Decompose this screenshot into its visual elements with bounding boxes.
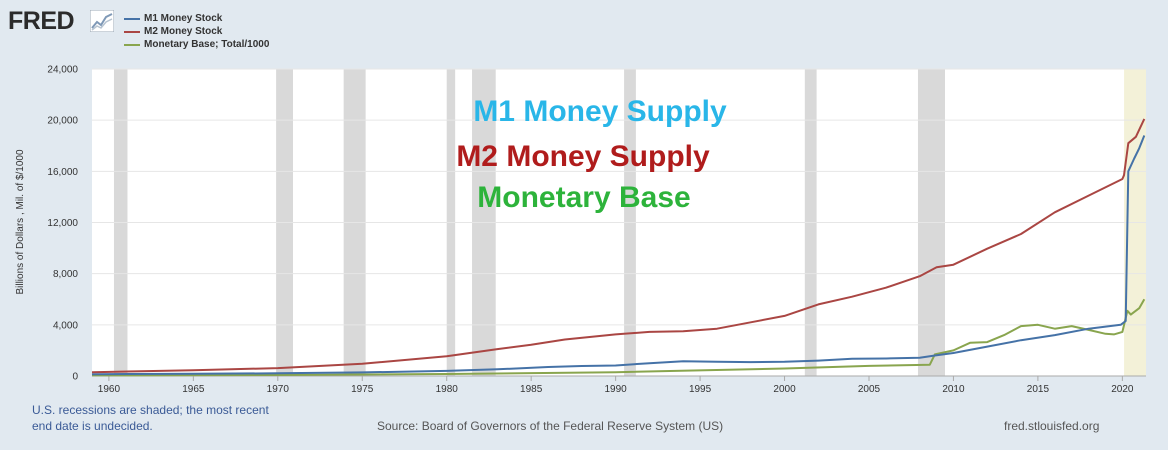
series-line-m2 bbox=[91, 118, 1146, 374]
legend-swatch-m1 bbox=[124, 18, 140, 20]
y-tick-label: 20,000 bbox=[47, 116, 78, 127]
sparkline-icon bbox=[90, 10, 114, 32]
series-line-m1 bbox=[91, 135, 1146, 376]
y-tick-label: 24,000 bbox=[47, 65, 78, 76]
y-tick-label: 0 bbox=[72, 372, 78, 383]
series-lines bbox=[91, 118, 1146, 377]
x-tick-label: 2015 bbox=[1027, 384, 1050, 395]
x-tick-label: 1985 bbox=[520, 384, 543, 395]
site-link[interactable]: fred.stlouisfed.org bbox=[1004, 419, 1100, 433]
x-tick-label: 2005 bbox=[858, 384, 881, 395]
x-tick-label: 2010 bbox=[942, 384, 965, 395]
legend-swatch-base bbox=[124, 44, 140, 46]
x-tick-label: 1975 bbox=[351, 384, 374, 395]
y-axis-ticks: 0 4,000 8,000 12,000 16,000 20,000 24,000 bbox=[47, 65, 78, 383]
y-tick-label: 4,000 bbox=[53, 320, 78, 331]
x-tick-label: 1965 bbox=[182, 384, 205, 395]
y-tick-label: 8,000 bbox=[53, 269, 78, 280]
x-axis-ticks: 1960 1965 1970 1975 1980 1985 1990 1995 2000 2005… bbox=[98, 376, 1134, 395]
legend-item-m2[interactable]: M2 Money Stock bbox=[124, 25, 269, 38]
x-tick-label: 1960 bbox=[98, 384, 121, 395]
x-tick-label: 1980 bbox=[436, 384, 459, 395]
series-line-base bbox=[91, 298, 1146, 377]
x-tick-label: 2020 bbox=[1111, 384, 1134, 395]
recession-footnote: U.S. recessions are shaded; the most rec… bbox=[32, 402, 332, 434]
legend-item-m1[interactable]: M1 Money Stock bbox=[124, 12, 269, 25]
legend-swatch-m2 bbox=[124, 31, 140, 33]
x-tick-label: 1995 bbox=[689, 384, 712, 395]
legend-item-base[interactable]: Monetary Base; Total/1000 bbox=[124, 38, 269, 51]
logo-text: FRED bbox=[8, 7, 75, 35]
chart-legend: M1 Money Stock M2 Money Stock Monetary B… bbox=[124, 12, 269, 51]
legend-label-m1: M1 Money Stock bbox=[144, 13, 223, 24]
legend-label-m2: M2 Money Stock bbox=[144, 26, 223, 37]
annotation-m2: M2 Money Supply bbox=[456, 140, 710, 173]
y-tick-label: 12,000 bbox=[47, 218, 78, 229]
legend-label-base: Monetary Base; Total/1000 bbox=[144, 39, 270, 50]
x-tick-label: 1990 bbox=[604, 384, 627, 395]
y-axis-label: Billions of Dollars , Mil. of $/1000 bbox=[15, 149, 26, 295]
x-tick-label: 1970 bbox=[267, 384, 290, 395]
x-tick-label: 2000 bbox=[773, 384, 796, 395]
source-text: Source: Board of Governors of the Federa… bbox=[377, 419, 724, 433]
footnote-line-1: U.S. recessions are shaded; the most rec… bbox=[32, 403, 269, 417]
footnote-line-2: end date is undecided. bbox=[32, 419, 153, 433]
y-tick-label: 16,000 bbox=[47, 167, 78, 178]
annotation-m1: M1 Money Supply bbox=[473, 95, 727, 128]
annotation-base: Monetary Base bbox=[477, 181, 690, 214]
